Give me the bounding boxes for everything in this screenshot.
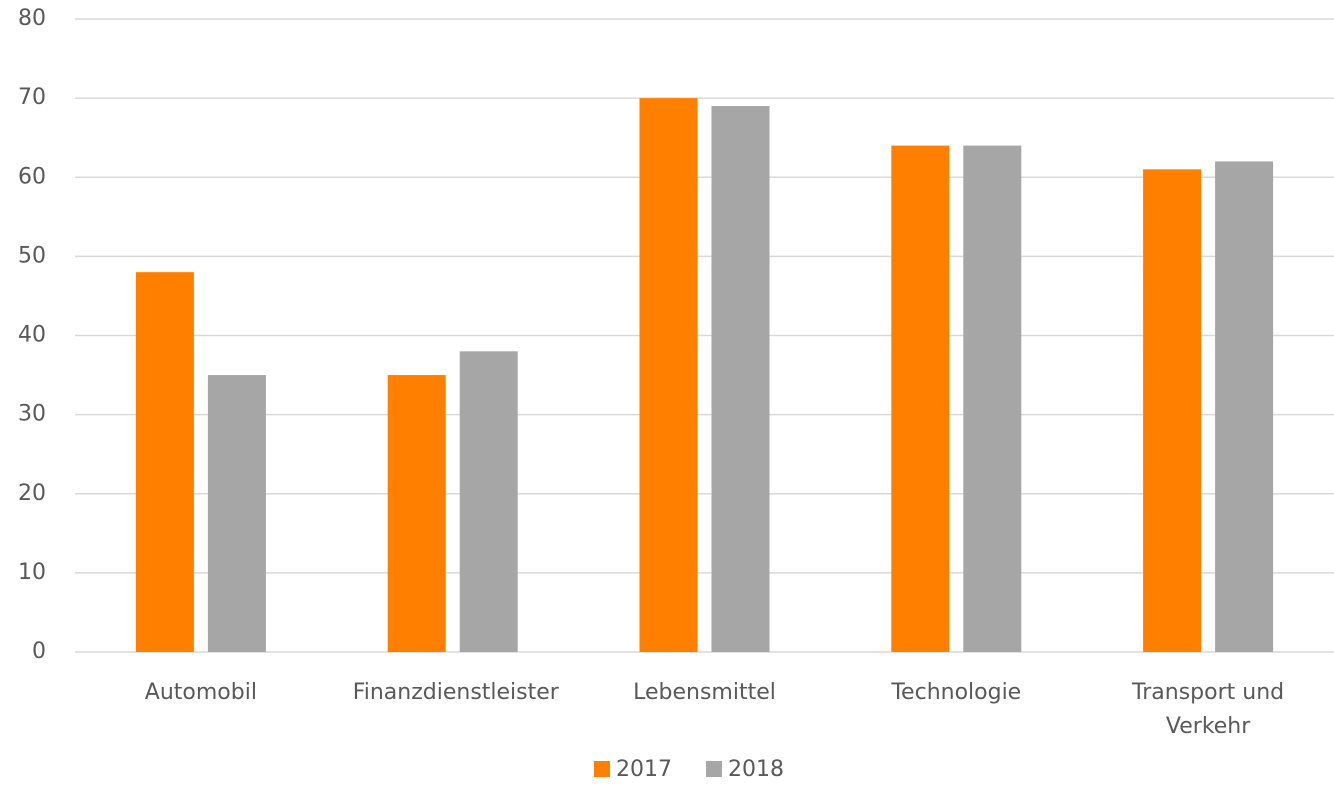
y-tick-label: 70 [18, 85, 46, 110]
y-tick-label: 50 [18, 243, 46, 268]
x-tick-label: Automobil [144, 680, 257, 705]
x-tick-label: Lebensmittel [633, 680, 776, 705]
bar [963, 145, 1022, 652]
legend-swatch [706, 761, 722, 777]
x-tick-label: Transport und Verkehr [1132, 680, 1285, 739]
y-tick-label: 60 [18, 164, 46, 189]
bar [1143, 169, 1202, 652]
legend-label: 2018 [728, 757, 784, 782]
x-tick-label: Finanzdienstleister [352, 680, 559, 705]
bar [639, 98, 698, 652]
legend-label: 2017 [616, 757, 672, 782]
y-tick-label: 40 [18, 323, 46, 348]
bar [459, 351, 518, 652]
bar [891, 145, 950, 652]
bar [135, 272, 194, 652]
y-tick-label: 80 [18, 6, 46, 31]
legend-swatch [594, 761, 610, 777]
y-tick-label: 0 [32, 639, 46, 664]
y-tick-label: 30 [18, 402, 46, 427]
y-tick-label: 10 [18, 560, 46, 585]
bar [711, 106, 770, 653]
x-tick-label: Technologie [891, 680, 1022, 705]
bar [387, 375, 446, 652]
bar [207, 375, 266, 652]
y-tick-label: 20 [18, 481, 46, 506]
bar [1215, 161, 1274, 653]
